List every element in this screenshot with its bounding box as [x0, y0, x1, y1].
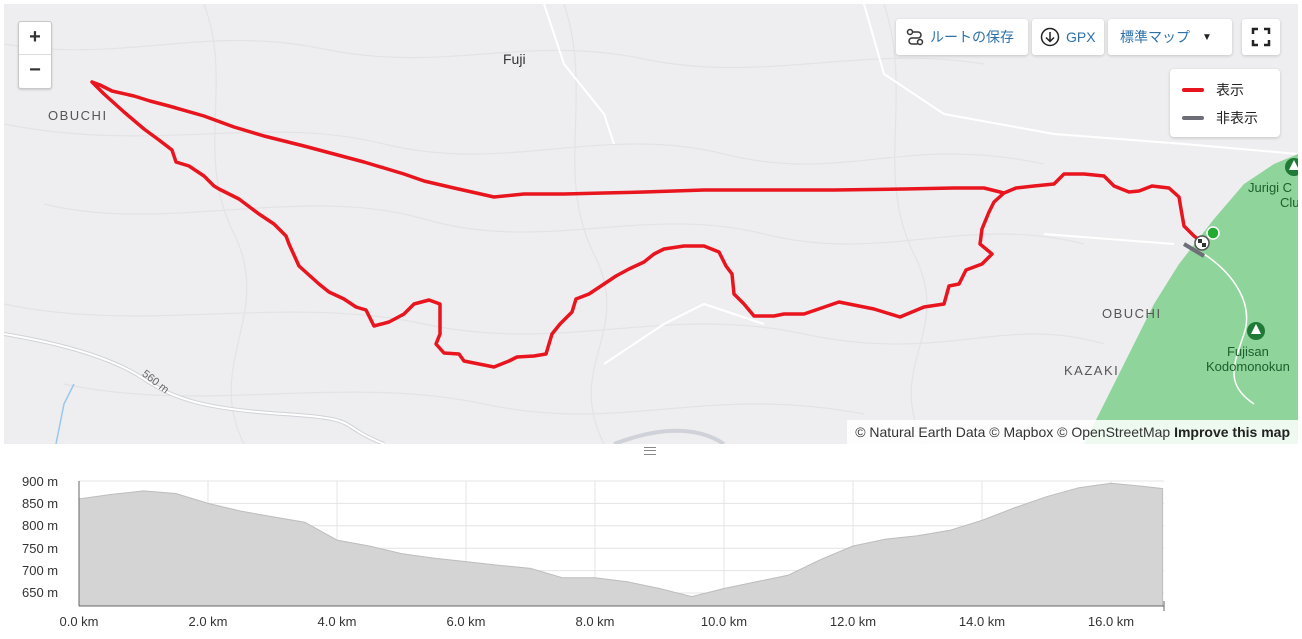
place-label-obuchi-west: OBUCHI: [48, 108, 108, 123]
park-label-fujisan-line2: Kodomonokun: [1206, 359, 1290, 374]
park-icon: [1285, 158, 1298, 176]
save-route-button[interactable]: ルートの保存: [896, 19, 1028, 55]
finish-flag-icon: [1194, 235, 1210, 251]
gpx-label: GPX: [1066, 29, 1096, 45]
gpx-download-button[interactable]: GPX: [1032, 19, 1104, 55]
legend-label-shown: 表示: [1216, 82, 1244, 98]
park-label-jurigi: Jurigi C Club: [1248, 180, 1298, 210]
download-icon: [1040, 27, 1060, 47]
x-tick-label: 4.0 km: [317, 614, 357, 629]
route-icon: [906, 28, 924, 46]
improve-map-link[interactable]: Improve this map: [1174, 424, 1290, 440]
route-legend: 表示 非表示: [1170, 69, 1280, 137]
x-tick-label: 8.0 km: [575, 614, 615, 629]
elevation-profile[interactable]: 900 m 850 m 800 m 750 m 700 m 650 m 0.0 …: [0, 456, 1302, 639]
route-line: [90, 80, 1204, 369]
place-label-fuji: Fuji: [503, 51, 526, 67]
route-map[interactable]: + − ルートの保存 GPX 標準マップ ▼ 表示 非表示: [4, 4, 1298, 444]
zoom-control: + −: [18, 21, 52, 89]
park-area: [1084, 154, 1298, 444]
legend-item-hidden[interactable]: 非表示: [1182, 104, 1280, 132]
park-label-fujisan-line1: Fujisan: [1226, 344, 1269, 359]
park-label-jurigi-line2: Club: [1280, 195, 1298, 210]
map-style-label: 標準マップ: [1120, 29, 1190, 45]
place-label-obuchi-east: OBUCHI: [1102, 306, 1162, 321]
save-route-label: ルートの保存: [930, 29, 1014, 45]
x-tick-label: 2.0 km: [188, 614, 228, 629]
x-tick-label: 12.0 km: [829, 614, 877, 629]
elevation-chart: [78, 480, 1165, 611]
x-tick-label: 16.0 km: [1087, 614, 1135, 629]
map-attribution: © Natural Earth Data © Mapbox © OpenStre…: [847, 420, 1298, 444]
y-tick-label: 650 m: [22, 585, 59, 600]
park-label-fujisan: Fujisan Kodomonokun: [1206, 344, 1290, 374]
legend-swatch-shown: [1182, 88, 1204, 92]
fullscreen-icon: [1251, 27, 1271, 47]
start-marker-icon: [1206, 226, 1220, 240]
chevron-down-icon: ▼: [1202, 31, 1212, 43]
legend-item-shown[interactable]: 表示: [1182, 76, 1280, 104]
zoom-in-button[interactable]: +: [19, 22, 51, 55]
x-tick-label: 10.0 km: [700, 614, 748, 629]
y-tick-label: 700 m: [22, 563, 59, 578]
park-icon: [1247, 322, 1265, 340]
hidden-segment: [1182, 242, 1206, 258]
legend-swatch-hidden: [1182, 116, 1204, 120]
attribution-text[interactable]: © Natural Earth Data © Mapbox © OpenStre…: [855, 424, 1171, 440]
zoom-out-button[interactable]: −: [29, 59, 41, 81]
resize-handle[interactable]: [4, 444, 1298, 456]
park-label-jurigi-line1: Jurigi C: [1248, 180, 1293, 195]
map-canvas: [4, 4, 1298, 444]
elevation-area: [78, 482, 1164, 607]
y-tick-label: 900 m: [22, 474, 59, 489]
x-tick-label: 0.0 km: [59, 614, 99, 629]
drag-grip-icon: [644, 447, 656, 455]
place-label-kazaki: KAZAKI: [1064, 363, 1120, 378]
x-tick-label: 6.0 km: [446, 614, 486, 629]
fullscreen-button[interactable]: [1242, 19, 1280, 55]
legend-label-hidden: 非表示: [1216, 110, 1258, 126]
y-tick-label: 750 m: [22, 541, 59, 556]
y-tick-label: 800 m: [22, 518, 59, 533]
y-tick-label: 850 m: [22, 496, 59, 511]
map-style-dropdown[interactable]: 標準マップ ▼: [1108, 19, 1232, 55]
x-tick-label: 14.0 km: [958, 614, 1006, 629]
